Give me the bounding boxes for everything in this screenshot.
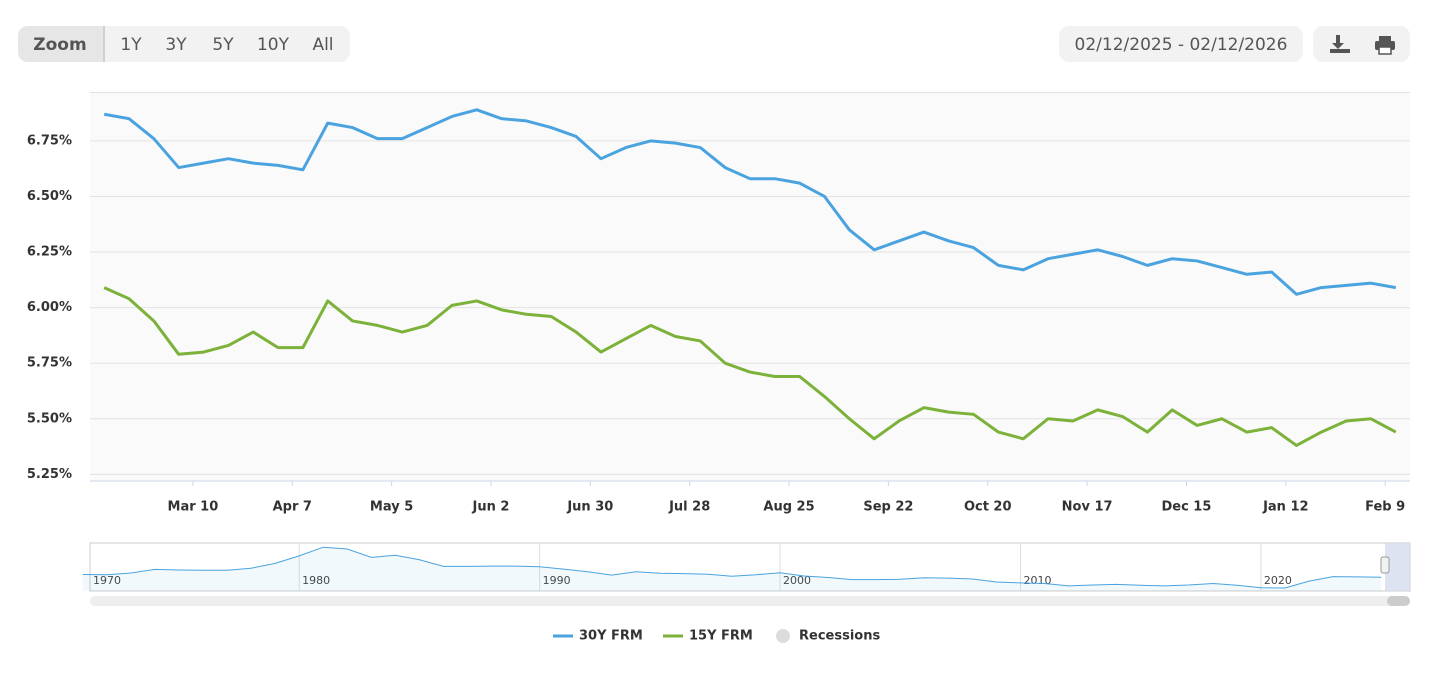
download-icon[interactable]: [1330, 35, 1350, 53]
navigator-tick-label: 2000: [783, 574, 811, 587]
print-icon[interactable]: [1375, 36, 1395, 55]
zoom-button[interactable]: 10Y: [257, 35, 290, 55]
y-tick-label: 6.50%: [27, 189, 72, 204]
date-range-box[interactable]: [1059, 26, 1303, 62]
x-tick-label: Mar 10: [168, 500, 219, 515]
y-tick-label: 5.50%: [27, 411, 72, 426]
x-tick-label: Jun 30: [566, 500, 613, 515]
legend-label[interactable]: 30Y FRM: [579, 629, 643, 644]
x-tick-label: Apr 7: [273, 500, 312, 515]
y-tick-label: 6.00%: [27, 300, 72, 315]
x-tick-label: Dec 15: [1161, 500, 1211, 515]
scrollbar-thumb[interactable]: [1387, 596, 1410, 606]
x-tick-label: Jan 12: [1262, 500, 1308, 515]
zoom-button[interactable]: 5Y: [212, 35, 234, 55]
series-line: [103, 108, 1397, 296]
navigator-area: [82, 547, 1382, 591]
series-line: [103, 286, 1397, 447]
scrollbar-track[interactable]: [90, 596, 1410, 606]
y-tick-label: 5.25%: [27, 467, 72, 482]
x-tick-label: Aug 25: [763, 500, 814, 515]
navigator-tick-label: 1990: [543, 574, 571, 587]
zoom-button[interactable]: 1Y: [120, 35, 142, 55]
y-tick-label: 6.25%: [27, 245, 72, 260]
y-tick-label: 6.75%: [27, 133, 72, 148]
navigator-tick-label: 2020: [1264, 574, 1292, 587]
navigator-tick-label: 1980: [302, 574, 330, 587]
x-tick-label: May 5: [370, 500, 413, 515]
export-box: [1313, 26, 1410, 62]
x-tick-label: Nov 17: [1062, 500, 1113, 515]
zoom-label: Zoom: [33, 35, 86, 55]
x-tick-label: Jul 28: [668, 500, 710, 515]
navigator-box: [89, 542, 1411, 592]
legend-label[interactable]: Recessions: [799, 629, 880, 644]
legend-label[interactable]: 15Y FRM: [689, 629, 753, 644]
zoom-button[interactable]: All: [312, 35, 333, 55]
navigator-line: [82, 546, 1382, 589]
x-tick-label: Oct 20: [964, 500, 1012, 515]
x-tick-label: Sep 22: [863, 500, 913, 515]
zoom-button[interactable]: 3Y: [165, 35, 187, 55]
legend-swatch[interactable]: [776, 629, 790, 643]
navigator-handle[interactable]: [1380, 556, 1390, 574]
navigator: 1970 1980 1990 2000 2010 2020: [82, 543, 1382, 591]
y-tick-label: 5.75%: [27, 356, 72, 371]
zoom-label-bg: [18, 26, 104, 62]
x-tick-label: Jun 2: [472, 500, 510, 515]
x-tick-label: Feb 9: [1365, 500, 1405, 515]
date-range[interactable]: 02/12/2025 - 02/12/2026: [1075, 35, 1288, 55]
navigator-tick-label: 1970: [93, 574, 121, 587]
